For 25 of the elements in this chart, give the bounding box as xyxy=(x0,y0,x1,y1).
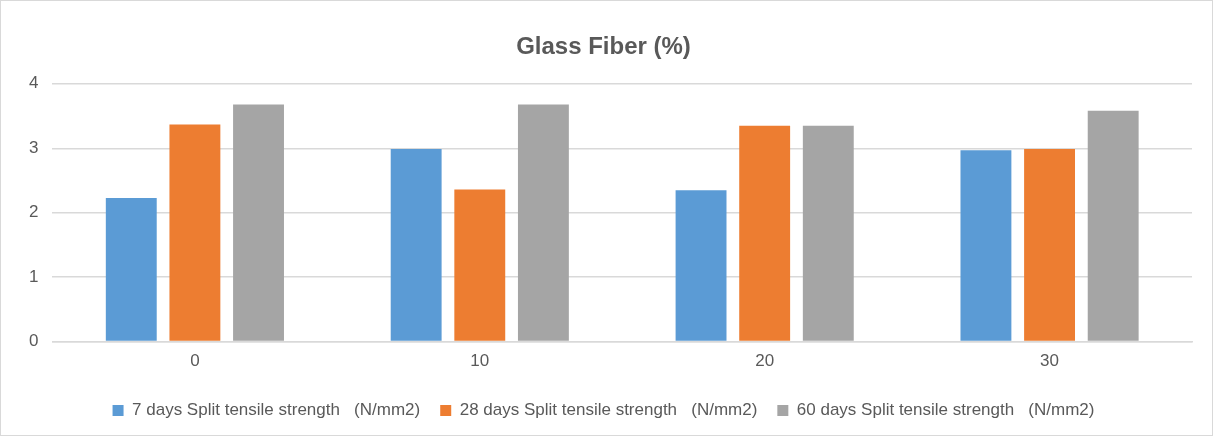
bar xyxy=(960,150,1012,341)
x-tick-label: 10 xyxy=(470,351,490,371)
bar xyxy=(802,125,854,341)
bar xyxy=(169,124,221,341)
y-tick-label: 1 xyxy=(28,266,39,286)
legend-label: 28 days Split tensile strength (N/mm2) xyxy=(459,400,758,420)
bar xyxy=(675,190,727,341)
bar xyxy=(739,125,791,341)
bar xyxy=(1024,148,1076,341)
bar xyxy=(517,104,569,341)
bar xyxy=(1087,110,1139,341)
legend-label: 60 days Split tensile strength (N/mm2) xyxy=(796,400,1095,420)
legend-label: 7 days Split tensile strength (N/mm2) xyxy=(132,400,421,420)
y-tick-label: 0 xyxy=(28,331,39,351)
bar xyxy=(233,104,284,341)
x-tick-label: 20 xyxy=(755,351,775,371)
x-tick-label: 30 xyxy=(1040,351,1060,371)
y-tick-label: 4 xyxy=(28,73,39,93)
y-tick-label: 3 xyxy=(28,137,39,157)
bar xyxy=(390,148,442,341)
bar xyxy=(105,197,157,341)
y-tick-label: 2 xyxy=(28,202,39,222)
chart-title: Glass Fiber (%) xyxy=(516,32,691,60)
bar xyxy=(454,189,506,341)
x-tick-label: 0 xyxy=(190,351,200,371)
